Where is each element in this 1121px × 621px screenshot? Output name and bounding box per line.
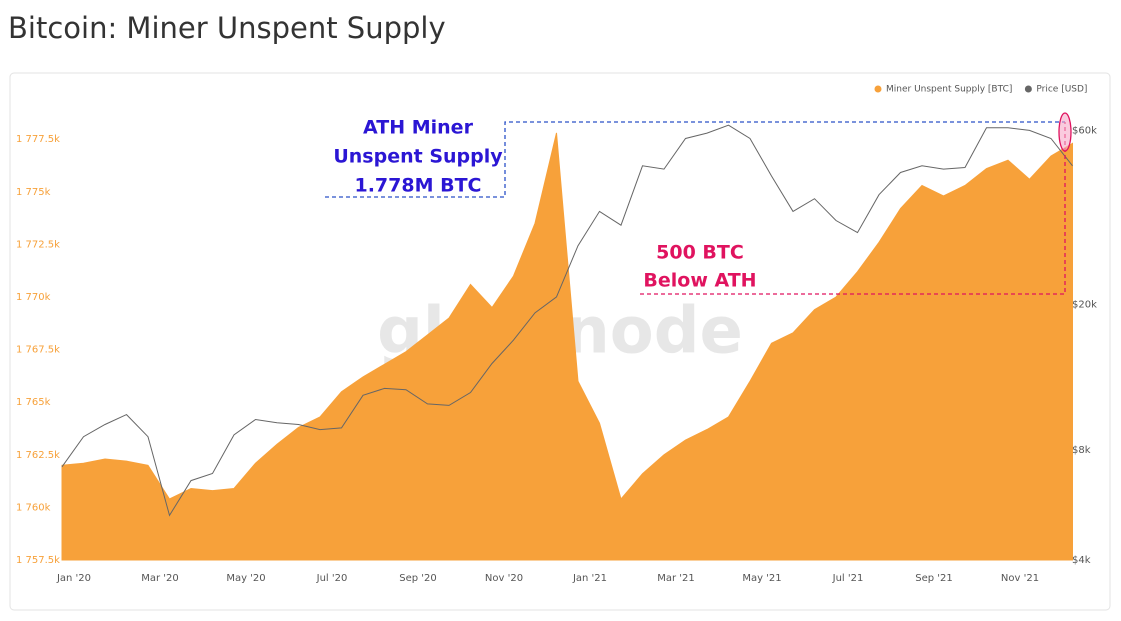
x-tick-label: Nov '21 xyxy=(1001,573,1039,584)
y-tick-label: 1 770k xyxy=(16,292,51,303)
y2-tick-label: $4k xyxy=(1072,555,1091,566)
x-tick-label: Sep '21 xyxy=(915,573,953,584)
x-tick-label: Jan '20 xyxy=(56,573,91,584)
annotation: ATH Miner xyxy=(363,117,474,139)
legend-swatch xyxy=(874,85,882,93)
x-tick-label: Sep '20 xyxy=(399,573,437,584)
ath-line xyxy=(325,121,1065,198)
annotation: Below ATH xyxy=(643,270,756,292)
x-tick-label: May '21 xyxy=(742,573,781,584)
x-tick-label: May '20 xyxy=(226,573,265,584)
annotation-lines xyxy=(325,112,1072,295)
legend-label: Price [USD] xyxy=(1036,85,1087,95)
y-tick-label: 1 767.5k xyxy=(16,345,60,356)
legend-swatch xyxy=(1024,85,1032,93)
y-tick-label: 1 765k xyxy=(16,397,51,408)
y-tick-label: 1 777.5k xyxy=(16,134,60,145)
x-tick-label: Mar '20 xyxy=(141,573,179,584)
x-tick-label: Jan '21 xyxy=(572,573,607,584)
x-tick-label: Jul '20 xyxy=(316,573,348,584)
legend-label: Miner Unspent Supply [BTC] xyxy=(886,85,1012,95)
plot: 1 757.5k 1 760k 1 762.5k 1 765k 1 767.5k 1 77… xyxy=(16,124,1097,584)
x-tick-label: Nov '20 xyxy=(485,573,523,584)
y-tick-label: 1 757.5k xyxy=(16,555,60,566)
y2-tick-label: $20k xyxy=(1072,300,1097,311)
annotation: 1.778M BTC xyxy=(354,175,481,197)
y2-tick-label: $8k xyxy=(1072,445,1091,456)
x-tick-label: Jul '21 xyxy=(832,573,864,584)
y-tick-label: 1 762.5k xyxy=(16,450,60,461)
y-tick-label: 1 772.5k xyxy=(16,239,60,250)
supply-area xyxy=(61,132,1073,561)
below-ath-line xyxy=(640,122,1066,295)
y-tick-label: 1 760k xyxy=(16,502,51,513)
annotation: Unspent Supply xyxy=(333,146,503,168)
y-tick-label: 1 775k xyxy=(16,187,51,198)
page-title: Bitcoin: Miner Unspent Supply xyxy=(8,11,446,45)
annotation: 500 BTC xyxy=(656,242,744,264)
price-line xyxy=(61,124,1073,517)
highlight xyxy=(1058,112,1072,152)
y2-tick-label: $60k xyxy=(1072,125,1097,136)
x-tick-label: Mar '21 xyxy=(657,573,695,584)
